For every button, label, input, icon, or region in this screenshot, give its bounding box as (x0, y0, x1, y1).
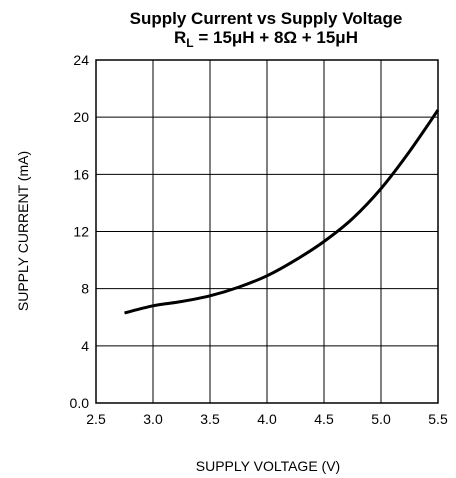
x-tick-label: 4.0 (257, 411, 277, 427)
subtitle-suffix: = 15μH + 8Ω + 15μH (194, 28, 358, 47)
x-tick-label: 3.5 (200, 411, 220, 427)
y-tick-label: 24 (73, 52, 89, 68)
series-layer (124, 109, 440, 315)
y-tick-label: 20 (73, 109, 89, 125)
subtitle-prefix: R (174, 28, 186, 47)
y-tick-label: 0.0 (70, 395, 90, 411)
x-tick-labels: 2.5 3.0 3.5 4.0 4.5 5.0 5.5 (86, 411, 448, 427)
y-tick-label: 4 (81, 338, 89, 354)
y-tick-labels: 0.0 4 8 12 16 20 24 (70, 52, 90, 411)
chart-title: Supply Current vs Supply Voltage (130, 9, 403, 28)
grid-lines (95, 59, 439, 404)
plot-frame (95, 59, 439, 404)
x-tick-label: 4.5 (314, 411, 334, 427)
subtitle-subscript: L (186, 36, 193, 50)
y-axis-label: SUPPLY CURRENT (mA) (15, 151, 31, 311)
series-line-0 (124, 109, 440, 315)
x-tick-label: 5.5 (428, 411, 448, 427)
x-tick-label: 5.0 (371, 411, 391, 427)
chart-subtitle: RL = 15μH + 8Ω + 15μH (174, 28, 358, 50)
x-axis-label: SUPPLY VOLTAGE (V) (196, 458, 340, 474)
y-tick-label: 8 (81, 281, 89, 297)
x-tick-label: 3.0 (143, 411, 163, 427)
y-tick-label: 16 (73, 166, 89, 182)
y-tick-label: 12 (73, 224, 89, 240)
x-tick-label: 2.5 (86, 411, 106, 427)
